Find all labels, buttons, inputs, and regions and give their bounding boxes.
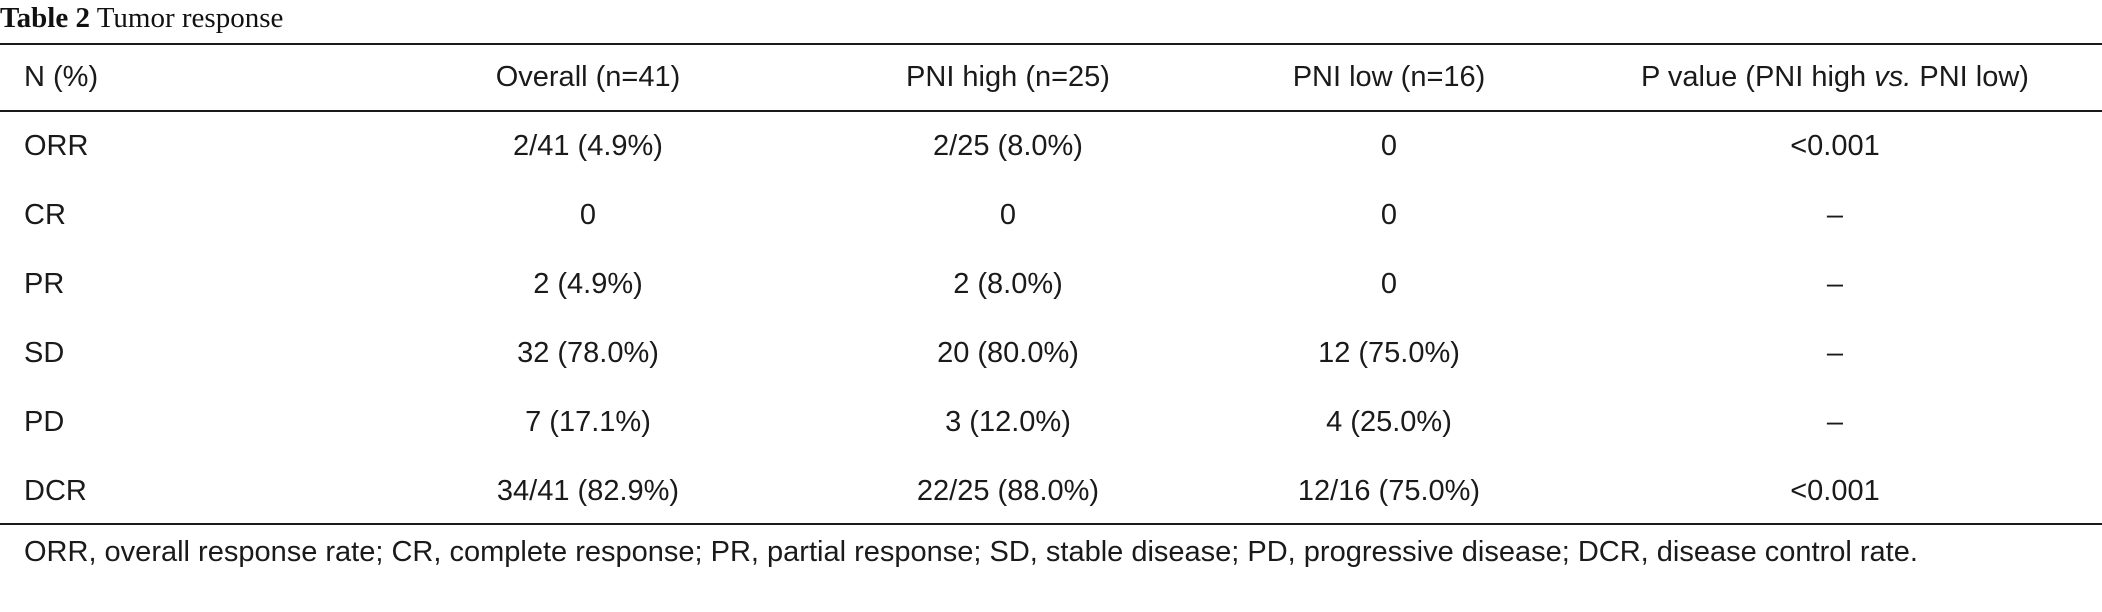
table-header-row: N (%) Overall (n=41) PNI high (n=25) PNI… bbox=[0, 45, 2102, 110]
header-rule bbox=[0, 110, 2102, 112]
header-p-value-suffix: PNI low) bbox=[1911, 61, 2029, 93]
table-row: DCR 34/41 (82.9%) 22/25 (88.0%) 12/16 (75.0… bbox=[0, 457, 2102, 526]
table-caption: Table 2 Tumor response bbox=[0, 0, 283, 38]
cell-pni-low: 0 bbox=[1380, 130, 1398, 162]
cell-overall: 2 (4.9%) bbox=[533, 268, 643, 300]
cell-pni-high: 22/25 (88.0%) bbox=[916, 475, 1100, 507]
cell-pni-low: 12 (75.0%) bbox=[1318, 337, 1460, 369]
row-label: CR bbox=[24, 199, 66, 231]
header-pni-low: PNI low (n=16) bbox=[1292, 61, 1486, 93]
cell-p-value: – bbox=[1826, 199, 1844, 231]
table-caption-title: Tumor response bbox=[96, 2, 284, 34]
top-rule bbox=[0, 43, 2102, 45]
cell-overall: 32 (78.0%) bbox=[517, 337, 659, 369]
cell-p-value: – bbox=[1826, 268, 1844, 300]
cell-pni-high: 2 (8.0%) bbox=[953, 268, 1063, 300]
row-label: ORR bbox=[24, 130, 89, 162]
cell-overall: 0 bbox=[579, 199, 597, 231]
cell-pni-high: 20 (80.0%) bbox=[937, 337, 1079, 369]
cell-p-value: <0.001 bbox=[1790, 475, 1880, 507]
header-overall: Overall (n=41) bbox=[495, 61, 681, 93]
header-pni-high: PNI high (n=25) bbox=[906, 61, 1110, 93]
cell-p-value: – bbox=[1826, 337, 1844, 369]
cell-pni-low: 12/16 (75.0%) bbox=[1297, 475, 1481, 507]
table-row: ORR 2/41 (4.9%) 2/25 (8.0%) 0 <0.001 bbox=[0, 112, 2102, 181]
row-label: PR bbox=[24, 268, 65, 300]
cell-pni-low: 0 bbox=[1380, 199, 1398, 231]
table-caption-label: Table 2 bbox=[0, 2, 90, 34]
table-row: PR 2 (4.9%) 2 (8.0%) 0 – bbox=[0, 250, 2102, 319]
header-p-value: P value (PNI high vs. PNI low) bbox=[1585, 45, 2085, 110]
cell-overall: 7 (17.1%) bbox=[525, 406, 651, 438]
bottom-rule bbox=[0, 523, 2102, 525]
header-p-value-prefix: P value (PNI high bbox=[1641, 61, 1875, 93]
cell-p-value: – bbox=[1826, 406, 1844, 438]
cell-overall: 2/41 (4.9%) bbox=[513, 130, 663, 162]
table-row: PD 7 (17.1%) 3 (12.0%) 4 (25.0%) – bbox=[0, 388, 2102, 457]
table-row: CR 0 0 0 – bbox=[0, 181, 2102, 250]
row-label: PD bbox=[24, 406, 65, 438]
cell-pni-low: 0 bbox=[1380, 268, 1398, 300]
header-n-percent: N (%) bbox=[24, 61, 99, 93]
cell-p-value: <0.001 bbox=[1790, 130, 1880, 162]
row-label: DCR bbox=[24, 475, 87, 507]
table-row: SD 32 (78.0%) 20 (80.0%) 12 (75.0%) – bbox=[0, 319, 2102, 388]
table-footnote: ORR, overall response rate; CR, complete… bbox=[24, 536, 1918, 568]
header-p-value-vs: vs. bbox=[1874, 61, 1912, 93]
row-label: SD bbox=[24, 337, 65, 369]
cell-overall: 34/41 (82.9%) bbox=[496, 475, 680, 507]
cell-pni-low: 4 (25.0%) bbox=[1326, 406, 1452, 438]
cell-pni-high: 0 bbox=[999, 199, 1017, 231]
cell-pni-high: 2/25 (8.0%) bbox=[933, 130, 1083, 162]
cell-pni-high: 3 (12.0%) bbox=[945, 406, 1071, 438]
